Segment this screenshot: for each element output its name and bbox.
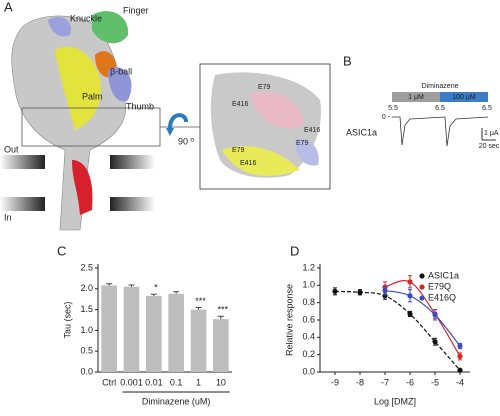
trace-label: ASIC1a [346, 127, 377, 137]
x-tick-label: -8 [356, 377, 364, 387]
y-tick-label: 2.5 [80, 262, 93, 272]
fit-line [384, 280, 461, 357]
fit-line [334, 290, 461, 371]
drug-label: Diminazene [422, 83, 459, 90]
structure-illustration [0, 11, 331, 231]
data-point [382, 287, 388, 294]
panel-label: A [4, 0, 13, 14]
x-tick-label: -9 [331, 377, 339, 387]
x-tick-label: -4 [456, 377, 464, 387]
x-axis-label: Log [DMZ] [374, 396, 416, 406]
bar [213, 319, 229, 372]
x-tick-label: 1 [196, 377, 201, 387]
significance: *** [195, 296, 206, 306]
ph-label: 6.5 [435, 105, 445, 112]
legend-label: E79Q [428, 281, 451, 291]
bar [168, 293, 184, 372]
error-bar [195, 307, 202, 310]
rotation-label: 90 º [178, 136, 195, 146]
residue-label: E79 [258, 84, 271, 91]
membrane-label: In [4, 212, 12, 222]
significance: *** [218, 305, 229, 315]
y-tick-label: 0.5 [80, 346, 93, 356]
y-axis-label: Tau (sec) [62, 301, 72, 338]
data-point [407, 293, 413, 299]
panel-label: B [343, 53, 352, 68]
scale-label: 20 sec [479, 143, 500, 150]
bar [190, 309, 207, 372]
data-point [407, 279, 413, 285]
residue-label: E416 [232, 101, 248, 108]
residue-label: E79 [296, 140, 309, 147]
y-axis-label: Relative response [284, 284, 294, 356]
panel-label: D [290, 243, 299, 258]
domain-label: β-ball [110, 66, 132, 76]
data-point [357, 289, 363, 295]
data-point [332, 288, 338, 294]
domain-label: Knuckle [70, 13, 102, 23]
ph-label: 5.5 [388, 105, 398, 112]
y-tick-label: 0.2 [302, 349, 315, 359]
legend-label: ASIC1a [428, 270, 459, 280]
current-trace-illustration [392, 92, 496, 147]
data-point [457, 343, 463, 349]
y-tick-label: 1.2 [302, 262, 315, 272]
scale-label: 1 μA [484, 130, 499, 137]
x-tick-label: Ctrl [102, 377, 116, 387]
group-label: Diminazene (uM) [142, 396, 211, 406]
bar [123, 286, 140, 372]
data-point [407, 311, 413, 317]
error-bar [217, 315, 224, 320]
legend-marker [419, 284, 425, 290]
legend-label: E416Q [428, 292, 456, 302]
y-tick-label: 0.4 [302, 332, 315, 342]
data-point [432, 339, 438, 345]
bar [101, 285, 117, 372]
data-point [432, 312, 438, 318]
dose-label: 1 μM [408, 94, 424, 101]
bar [146, 295, 162, 372]
x-tick-label: -7 [381, 377, 389, 387]
legend-marker [419, 295, 425, 301]
y-tick-label: 0.0 [80, 366, 93, 376]
error-bar [106, 283, 113, 286]
y-tick-label: 1.0 [302, 280, 315, 290]
x-tick-label: 0.1 [170, 377, 183, 387]
y-tick-label: 1.0 [80, 325, 93, 335]
residue-label: E416 [304, 127, 320, 134]
residue-label: E79 [232, 147, 245, 154]
membrane-label: Out [4, 144, 19, 154]
domain-label: Thumb [126, 101, 154, 111]
ph-label: 6.5 [482, 105, 492, 112]
x-tick-label: 10 [216, 377, 226, 387]
domain-label: Finger [123, 5, 149, 15]
y-tick-label: 0.8 [302, 297, 315, 307]
y-tick-label: 2.0 [80, 283, 93, 293]
x-tick-label: -5 [431, 377, 439, 387]
error-bar [128, 284, 135, 287]
data-point [457, 367, 463, 373]
legend-marker [419, 273, 425, 279]
x-tick-label: 0.01 [145, 377, 163, 387]
x-tick-label: -6 [406, 377, 414, 387]
domain-label: Palm [82, 91, 103, 101]
y-tick-label: 1.5 [80, 304, 93, 314]
residue-label: E416 [240, 160, 256, 167]
dose-label: 100 μM [452, 94, 476, 101]
x-tick-label: 0.001 [120, 377, 143, 387]
zero-label: 0 - [382, 114, 391, 121]
error-bar [173, 291, 180, 294]
error-bar [150, 293, 157, 296]
data-point [457, 353, 463, 359]
significance: * [154, 283, 158, 293]
panel-label: C [57, 243, 66, 258]
fit-line [384, 289, 461, 347]
y-tick-label: 0.6 [302, 314, 315, 324]
y-tick-label: 0.0 [302, 366, 315, 376]
